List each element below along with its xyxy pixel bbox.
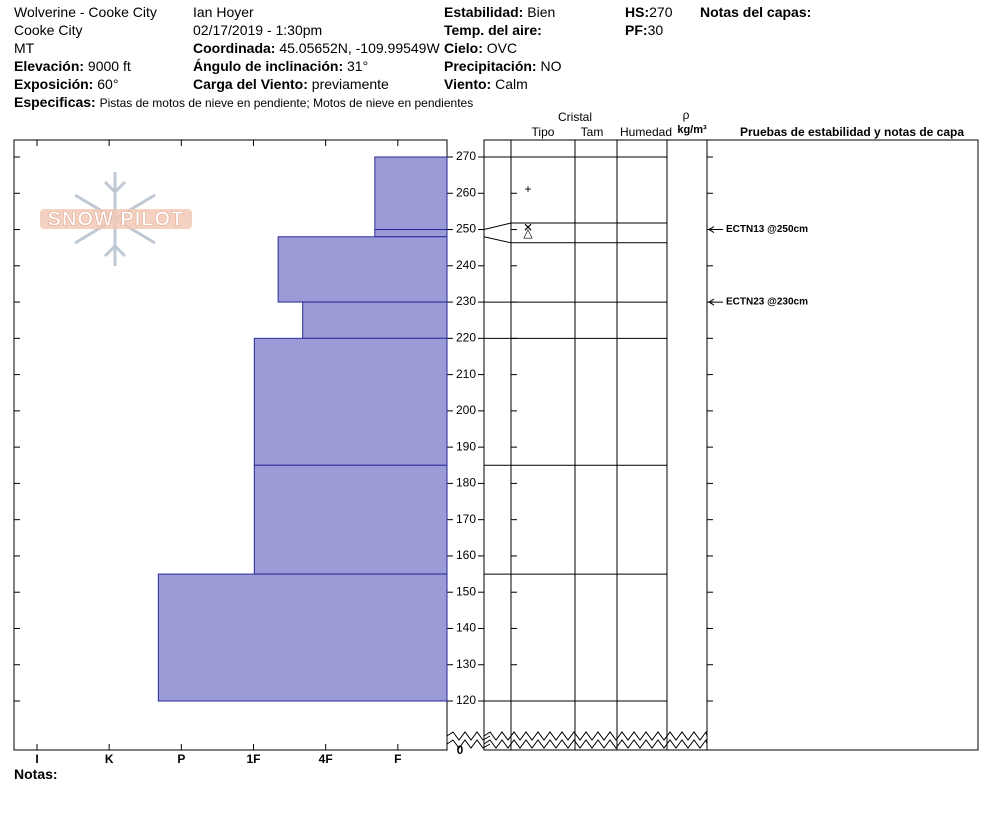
field: Cielo: OVC — [444, 40, 517, 56]
label: Exposición: — [14, 76, 94, 92]
y-tick-label: 140 — [456, 621, 476, 635]
x-tick-label: K — [105, 752, 114, 766]
x-tick-label: I — [35, 752, 38, 766]
label: Carga del Viento: — [193, 76, 308, 92]
value: 9000 ft — [87, 58, 131, 74]
y-tick-label: 270 — [456, 149, 476, 163]
state: MT — [14, 40, 35, 56]
y-tick-label: 120 — [456, 693, 476, 707]
label: Notas: — [14, 766, 58, 782]
table-frame — [483, 139, 979, 751]
column-header: ρ — [683, 108, 690, 122]
label: Coordinada: — [193, 40, 276, 56]
observer: Ian Hoyer — [193, 4, 254, 20]
value: Bien — [527, 4, 556, 20]
column-header: Humedad — [620, 125, 672, 139]
label: Elevación: — [14, 58, 85, 74]
field: Estabilidad: Bien — [444, 4, 555, 20]
label: PF: — [625, 22, 648, 38]
field: Especificas: Pistas de motos de nieve en… — [14, 94, 473, 110]
test-label: ECTN23 @230cm — [726, 297, 808, 308]
hardness-bar — [302, 301, 448, 339]
column-header: Tipo — [532, 125, 555, 139]
label: Precipitación: — [444, 58, 537, 74]
y-tick-label: 150 — [456, 584, 476, 598]
y-tick-label: 180 — [456, 476, 476, 490]
y-tick-label: 250 — [456, 222, 476, 236]
field: Exposición: 60° — [14, 76, 118, 92]
layer-connector — [483, 222, 512, 231]
hardness-bar — [277, 236, 448, 303]
y-tick-label: 160 — [456, 548, 476, 562]
value: 31° — [347, 58, 369, 74]
x-tick-label: P — [177, 752, 185, 766]
y-tick-label: 230 — [456, 294, 476, 308]
column-header: kg/m³ — [677, 124, 707, 136]
grain-symbol: △ — [523, 226, 533, 240]
x-tick-label: 4F — [319, 752, 333, 766]
field: Precipitación: NO — [444, 58, 561, 74]
y-tick-label: 170 — [456, 512, 476, 526]
value: 270 — [649, 4, 673, 20]
logo: SNOW PILOT — [48, 208, 185, 230]
field: Coordinada: 45.05652N, -109.99549W — [193, 40, 440, 56]
hardness-bar — [374, 229, 448, 238]
column-header: Tam — [581, 125, 604, 139]
column-header: Pruebas de estabilidad y notas de capa — [740, 125, 964, 139]
axis-break — [446, 730, 708, 749]
grain-symbol: + — [524, 182, 531, 196]
label: Ángulo de inclinación: — [193, 58, 344, 74]
label: Notas del capas: — [700, 4, 812, 20]
y-tick-label: 210 — [456, 367, 476, 381]
y-tick-label: 0 — [457, 743, 464, 757]
field: HS:270 — [625, 4, 672, 20]
test-arrow — [708, 298, 723, 306]
test-label: ECTN13 @250cm — [726, 224, 808, 235]
hardness-bar — [157, 573, 448, 702]
value: 60° — [97, 76, 119, 92]
label: Estabilidad: — [444, 4, 524, 20]
layer-notes: Notas del capas: — [700, 4, 811, 20]
datetime: 02/17/2019 - 1:30pm — [193, 22, 323, 38]
site: Wolverine - Cooke City — [14, 4, 157, 20]
x-tick-label: F — [394, 752, 401, 766]
label: Viento: — [444, 76, 492, 92]
value: 45.05652N, -109.99549W — [279, 40, 440, 56]
label: Cielo: — [444, 40, 483, 56]
label: Especificas: — [14, 94, 96, 110]
field: Elevación: 9000 ft — [14, 58, 131, 74]
value: Calm — [495, 76, 528, 92]
value: previamente — [311, 76, 389, 92]
y-tick-label: 190 — [456, 439, 476, 453]
hardness-bar — [374, 156, 448, 231]
logo-band — [40, 209, 192, 229]
grain-symbol: ✕ — [523, 220, 533, 234]
field: Ángulo de inclinación: 31° — [193, 58, 368, 74]
value: 30 — [647, 22, 664, 38]
value: Pistas de motos de nieve en pendiente; M… — [99, 96, 474, 110]
field: Carga del Viento: previamente — [193, 76, 389, 92]
y-tick-label: 260 — [456, 185, 476, 199]
field: Viento: Calm — [444, 76, 528, 92]
hardness-bar — [253, 337, 448, 466]
value: OVC — [486, 40, 518, 56]
test-arrow — [708, 226, 723, 233]
label: HS: — [625, 4, 650, 20]
area: Cooke City — [14, 22, 83, 38]
column-header: Cristal — [558, 110, 592, 124]
label: Temp. del aire: — [444, 22, 542, 38]
value: NO — [540, 58, 562, 74]
field: Temp. del aire: — [444, 22, 542, 38]
y-tick-label: 220 — [456, 331, 476, 345]
y-tick-label: 200 — [456, 403, 476, 417]
field: PF:30 — [625, 22, 663, 38]
layer-connector — [483, 236, 512, 244]
y-tick-label: 240 — [456, 258, 476, 272]
hardness-bar — [253, 464, 448, 575]
x-tick-label: 1F — [246, 752, 260, 766]
notes: Notas: — [14, 766, 58, 782]
y-tick-label: 130 — [456, 657, 476, 671]
